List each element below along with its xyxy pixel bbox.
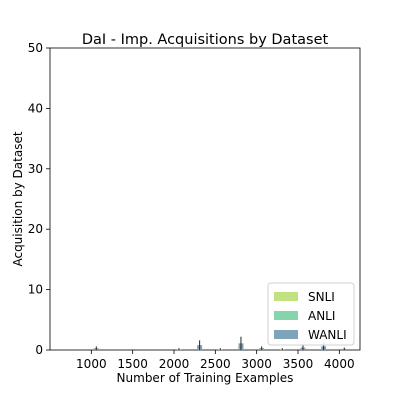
axes-frame — [49, 47, 361, 351]
y-tick-label: 30 — [28, 162, 43, 176]
legend-label: SNLI — [308, 290, 335, 304]
x-tick-label: 1500 — [117, 357, 148, 371]
y-tick-label: 0 — [35, 343, 43, 357]
x-tick-label: 2500 — [200, 357, 231, 371]
x-tick-label: 3500 — [283, 357, 314, 371]
legend-label: WANLI — [308, 328, 347, 342]
x-tick-label: 2000 — [159, 357, 190, 371]
legend-swatch — [274, 311, 298, 320]
y-tick-label: 40 — [28, 101, 43, 115]
x-tick-label: 1000 — [76, 357, 107, 371]
plot-area: 0 10 20 30 40 50 1000 1500 2000 2500 3000 3500 4000 — [28, 41, 361, 371]
y-tick-label: 50 — [28, 41, 43, 55]
y-tick-label: 10 — [28, 283, 43, 297]
chart-title: DaI - Imp. Acquisitions by Dataset — [82, 32, 329, 48]
legend-label: ANLI — [308, 309, 335, 323]
x-tick-label: 3000 — [241, 357, 272, 371]
legend-swatch — [274, 330, 298, 339]
legend: SNLI ANLI WANLI — [267, 282, 355, 346]
x-axis-label: Number of Training Examples — [117, 371, 294, 385]
legend-swatch — [274, 292, 298, 301]
x-tick-label: 4000 — [324, 357, 355, 371]
y-tick-label: 20 — [28, 222, 43, 236]
y-axis-label: Acquisition by Dataset — [11, 131, 25, 266]
